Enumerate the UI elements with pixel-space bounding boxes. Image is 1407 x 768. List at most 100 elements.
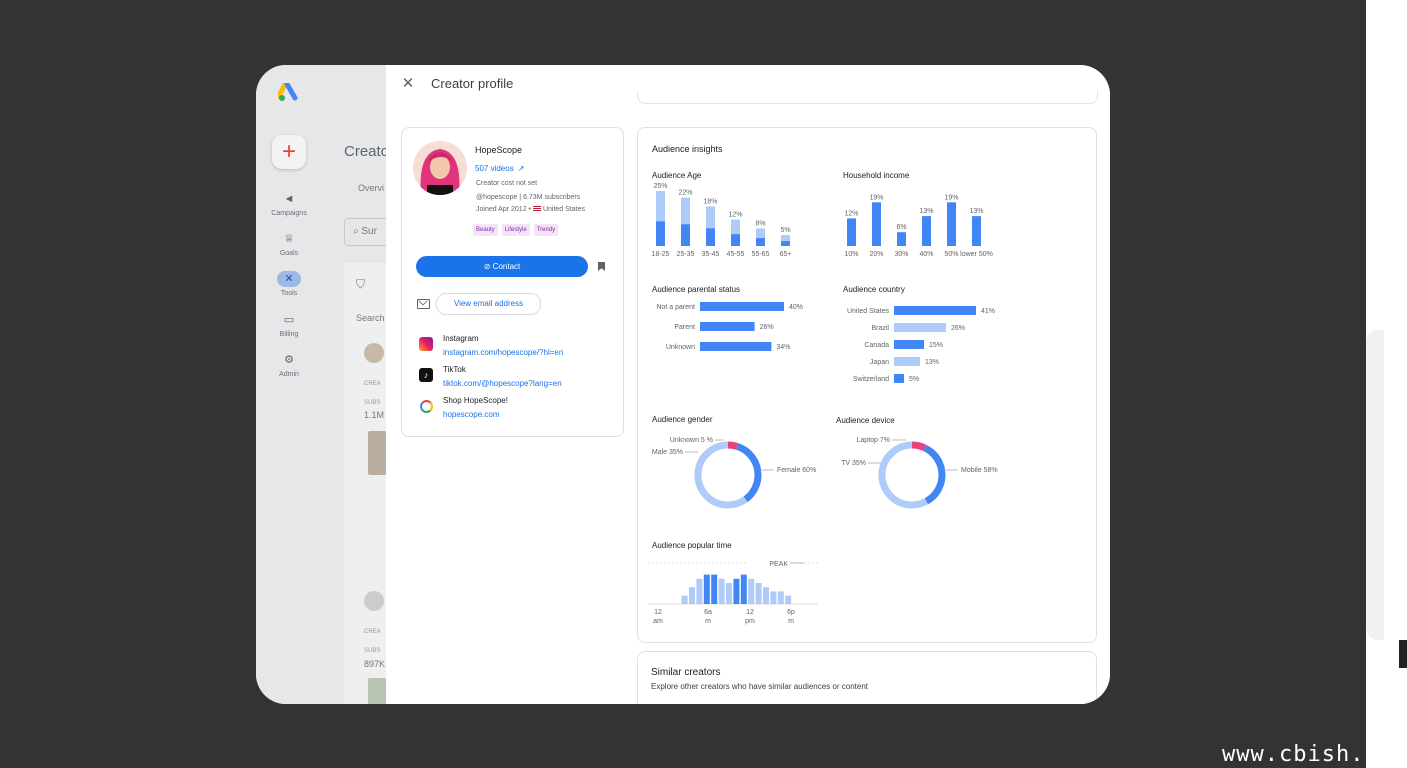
time-bar <box>726 583 732 604</box>
nav-campaigns[interactable]: ◄ Campaigns <box>256 191 322 217</box>
time-tick-label: 6a <box>704 609 712 616</box>
donut-label: Female 60% <box>777 467 816 474</box>
nav-label: Billing <box>279 331 299 338</box>
country-bar <box>894 340 924 349</box>
profile-card: HopeScope 507 videos ↗ Creator cost not s… <box>401 127 624 437</box>
age-bar-lower <box>681 224 690 246</box>
income-data-label: 19% <box>944 194 958 201</box>
tools-icon: ✕ <box>277 271 301 287</box>
device-chart: Laptop 7% TV 35% Mobile 58% <box>841 437 998 509</box>
shop-icon <box>420 400 433 413</box>
tag: Beauty <box>473 224 498 236</box>
create-button[interactable]: + <box>272 135 306 169</box>
time-bar <box>755 583 762 604</box>
joined-info: Joined Apr 2012 • United States <box>476 206 585 213</box>
gear-icon: ⚙ <box>284 354 294 366</box>
edge-fade <box>1366 330 1384 640</box>
income-data-label: 13% <box>919 208 933 215</box>
ads-logo-icon <box>278 83 298 101</box>
country-data-label: 26% <box>951 325 965 332</box>
videos-link[interactable]: 507 videos ↗ <box>475 164 524 173</box>
income-chart: 12% 10% 19% 20% 6% 30% 13% 40% 19% 50% 13% lower 50… <box>844 194 992 258</box>
nav-label: Tools <box>280 290 298 297</box>
donut-slice <box>878 441 946 509</box>
time-bar <box>733 578 740 604</box>
age-data-label: 5% <box>780 227 790 234</box>
time-bar <box>740 574 747 604</box>
social-link[interactable]: tiktok.com/@hopescope?lang=en <box>443 379 562 388</box>
gender-title: Audience gender <box>652 415 713 424</box>
age-data-label: 25% <box>653 183 667 190</box>
parental-title: Audience parental status <box>652 285 741 294</box>
country-bar <box>894 306 976 315</box>
time-bar <box>689 587 695 604</box>
income-bar <box>922 216 931 246</box>
income-bar <box>947 202 956 246</box>
time-tick-label: 6p <box>787 609 795 616</box>
nav-admin[interactable]: ⚙ Admin <box>256 352 322 378</box>
thumbnail[interactable] <box>368 678 386 704</box>
avatar <box>364 591 384 611</box>
contact-icon: ⊘ <box>483 262 491 271</box>
age-tick-label: 25-35 <box>677 251 695 258</box>
age-tick-label: 55-65 <box>752 251 770 258</box>
age-bar-lower <box>781 241 790 246</box>
thumbnail[interactable] <box>368 431 386 475</box>
view-email-button[interactable]: View email address <box>436 293 541 315</box>
income-data-label: 6% <box>896 224 906 231</box>
avatar <box>413 141 467 195</box>
income-tick-label: 40% <box>919 251 933 258</box>
country-data-label: 13% <box>925 359 939 366</box>
country-tick-label: Brazil <box>871 325 889 332</box>
country-tick-label: Japan <box>870 359 889 366</box>
country-bar <box>894 374 904 383</box>
search-label: Search <box>356 313 385 323</box>
age-title: Audience Age <box>652 171 702 180</box>
watermark: www.cbish.c <box>1222 742 1379 767</box>
income-data-label: 13% <box>969 208 983 215</box>
close-icon[interactable]: ✕ <box>401 75 415 92</box>
subscriber-count: 897K <box>364 659 386 669</box>
social-link[interactable]: instagram.com/hopescope/?hl=en <box>443 348 564 357</box>
time-bar <box>777 591 784 604</box>
instagram-icon <box>419 337 433 351</box>
bookmark-icon[interactable] <box>598 262 605 271</box>
creator-profile-panel: ✕ Creator profile HopeScope 507 videos ↗ … <box>386 65 1110 704</box>
search-placeholder: Sur <box>361 226 377 237</box>
similar-title: Similar creators <box>651 667 721 678</box>
nav-label: Goals <box>279 250 299 257</box>
parental-tick-label: Not a parent <box>656 304 695 311</box>
country-data-label: 5% <box>909 376 919 383</box>
creator-handle: @hopescope | 6.73M subscribers <box>476 194 581 201</box>
filter-icon[interactable]: ⛉ <box>356 277 366 291</box>
tab-overview[interactable]: Overvi <box>358 183 385 193</box>
contact-label: Contact <box>492 262 521 271</box>
age-tick-label: 45-55 <box>727 251 745 258</box>
income-data-label: 12% <box>844 210 858 217</box>
country-chart: United States 41% Brazil 26% Canada 15% Japan 1… <box>847 306 995 383</box>
parental-tick-label: Unknown <box>666 344 695 351</box>
right-edge-strip <box>1366 0 1407 768</box>
country-tick-label: Switzerland <box>853 376 889 383</box>
nav-goals[interactable]: ♕ Goals <box>256 231 322 257</box>
nav-tools[interactable]: ✕ Tools <box>256 271 322 297</box>
country: United States <box>542 206 585 213</box>
gender-chart: Unknown 5 % Male 35% Female 60% <box>652 437 816 509</box>
social-link[interactable]: hopescope.com <box>443 410 500 419</box>
creator-cost: Creator cost not set <box>476 180 538 187</box>
time-tick-label: am <box>653 618 663 625</box>
age-bar-lower <box>656 221 665 246</box>
time-bar <box>785 595 792 604</box>
nav-billing[interactable]: ▭ Billing <box>256 312 322 338</box>
age-bar-upper <box>706 206 715 229</box>
parental-data-label: 40% <box>789 304 803 311</box>
country-title: Audience country <box>843 285 905 294</box>
time-bar <box>770 591 777 604</box>
income-tick-label: 50% <box>944 251 958 258</box>
similar-creators-card: Similar creators Explore other creators … <box>637 651 1097 704</box>
mail-icon <box>417 299 430 309</box>
creator-name: HopeScope <box>475 145 523 155</box>
contact-button[interactable]: ⊘ Contact <box>416 256 588 277</box>
time-bar <box>681 595 688 604</box>
age-tick-label: 18-25 <box>652 251 670 258</box>
